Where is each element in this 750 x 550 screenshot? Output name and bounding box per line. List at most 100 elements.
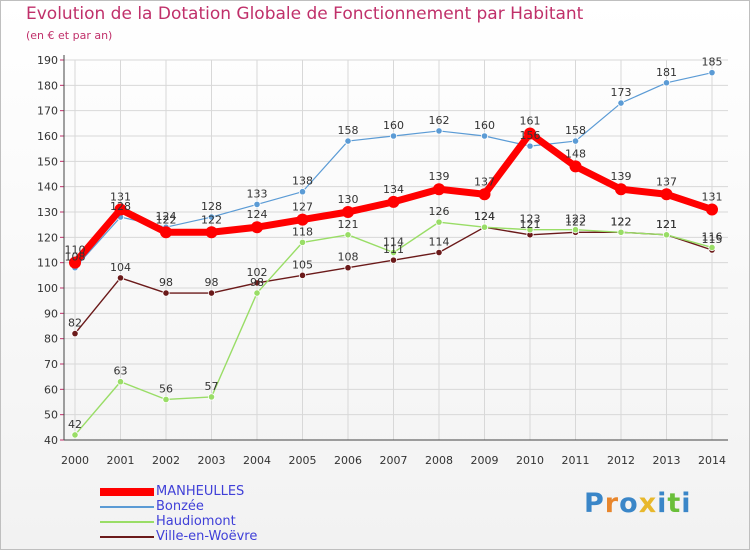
y-tick-label: 120 [37,231,58,244]
logo-letter: t [667,488,682,519]
data-point [162,289,170,297]
data-label: 137 [656,175,677,188]
y-tick-label: 160 [37,130,58,143]
data-label: 122 [156,213,177,226]
legend-label: Bonzée [156,499,204,514]
logo-letter: P [584,488,605,519]
data-label: 108 [338,251,359,264]
x-tick-label: 2007 [380,454,408,467]
legend-item-bonzee: Bonzée [100,499,257,514]
data-point [71,329,79,338]
x-tick-label: 2012 [607,454,635,467]
data-label: 57 [205,380,219,393]
data-label: 160 [474,119,495,132]
data-label: 173 [611,86,632,99]
y-tick-label: 140 [37,181,58,194]
data-point [478,188,491,201]
data-label: 160 [383,119,404,132]
data-point [660,188,673,201]
data-label: 122 [565,215,586,228]
data-label: 131 [702,190,723,203]
data-point [298,271,307,279]
proxiti-logo: Proxiti [584,488,692,519]
data-label: 105 [292,258,313,271]
data-label: 124 [474,210,495,223]
y-tick-label: 40 [44,434,58,447]
data-label: 121 [520,218,541,231]
data-point [71,431,79,439]
data-point [708,243,716,252]
data-label: 128 [201,200,222,213]
x-tick-label: 2004 [243,454,271,467]
data-point [342,206,354,218]
data-point [207,213,216,221]
data-label: 156 [520,129,541,142]
data-label: 185 [702,56,723,69]
data-point [435,218,443,226]
data-label: 102 [247,266,268,279]
data-point [162,395,170,404]
data-point [524,127,536,140]
data-point [433,183,445,196]
data-label: 110 [65,244,86,257]
x-tick-label: 2008 [425,454,453,467]
data-point [569,160,582,173]
chart-subtitle: (en € et par an) [26,29,113,42]
data-point [387,195,400,208]
data-label: 98 [159,276,173,289]
legend-item-ville-en-woevre: Ville-en-Woëvre [100,529,257,544]
data-point [617,99,625,107]
data-point [116,378,125,386]
x-tick-label: 2013 [653,454,681,467]
y-tick-label: 130 [37,206,58,219]
data-label: 82 [68,317,82,330]
data-point [571,226,580,234]
data-label: 134 [383,183,404,196]
y-tick-label: 80 [44,333,58,346]
legend-label: Ville-en-Woëvre [156,529,258,544]
data-label: 98 [250,276,264,289]
legend-item-manheulles: MANHEULLES [100,484,257,499]
data-label: 122 [611,215,632,228]
data-label: 42 [68,418,82,431]
data-label: 115 [702,233,723,246]
data-point [389,248,398,257]
data-label: 104 [110,261,131,274]
chart-title: Evolution de la Dotation Globale de Fonc… [26,4,584,24]
data-label: 114 [429,236,450,249]
data-point [708,69,716,77]
data-point [253,289,261,297]
x-tick-label: 2001 [107,454,135,467]
data-point [706,203,718,216]
data-point [344,264,352,272]
data-label: 124 [156,210,177,223]
data-point [253,279,261,287]
data-label: 126 [429,205,450,218]
data-label: 131 [110,190,131,203]
data-label: 122 [611,215,632,228]
data-label: 98 [205,276,219,289]
data-label: 158 [565,124,586,137]
data-label: 124 [474,210,495,223]
data-point [344,231,352,239]
y-tick-label: 50 [44,409,58,422]
logo-letter: i [657,488,668,519]
x-tick-label: 2005 [289,454,317,467]
y-tick-label: 190 [37,54,58,67]
data-label: 121 [656,218,677,231]
data-label: 162 [429,114,450,127]
data-label: 130 [338,193,359,206]
x-tick-label: 2003 [198,454,226,467]
x-tick-label: 2000 [61,454,89,467]
legend-item-haudiomont: Haudiomont [100,514,257,529]
data-point [344,137,352,145]
data-point [435,127,443,135]
y-tick-label: 170 [37,105,58,118]
data-label: 116 [702,230,723,243]
data-point [480,132,489,140]
data-label: 56 [159,382,173,395]
chart-legend: MANHEULLES Bonzée Haudiomont Ville-en-Wo… [100,484,257,544]
data-label: 108 [65,251,86,264]
y-tick-label: 110 [37,257,58,270]
logo-letter: i [681,488,692,519]
